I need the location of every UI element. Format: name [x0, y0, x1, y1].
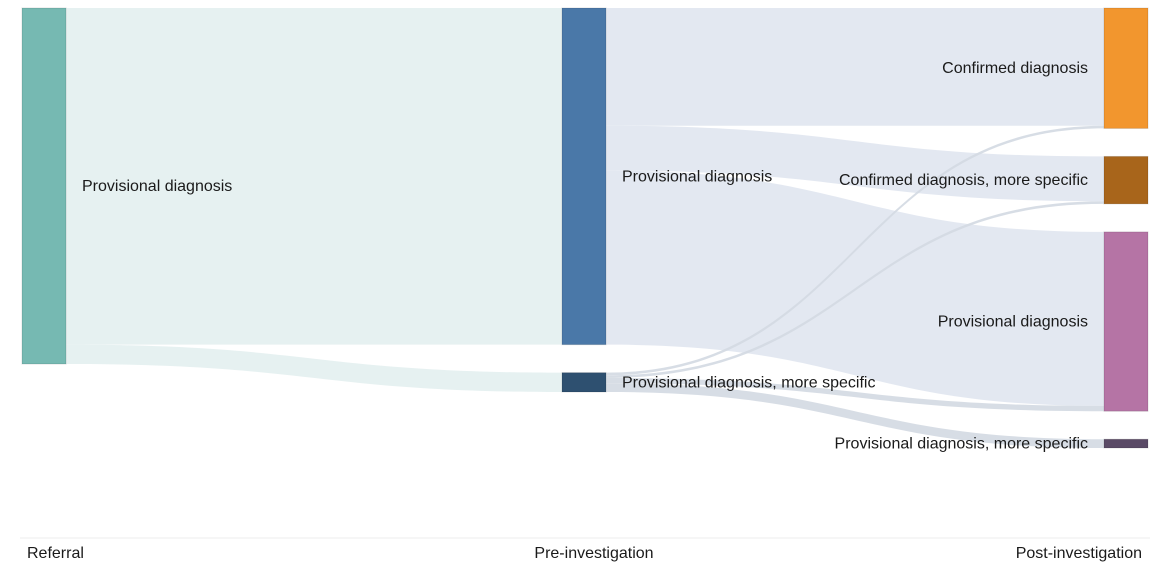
node-post_conf	[1103, 7, 1149, 129]
flow-link-pre_spec-to-post_prov_spec	[606, 383, 1104, 448]
node-label-pre_prov: Provisional diagnosis	[622, 168, 772, 185]
node-label-post_prov_spec: Provisional diagnosis, more specific	[835, 436, 1088, 453]
labels-layer: Provisional diagnosis Provisional diagnos…	[82, 60, 1088, 452]
stage-label-post-investigation: Post-investigation	[1016, 545, 1142, 562]
flow-link-pre_spec-to-post_conf_spec	[606, 201, 1104, 378]
links-layer	[66, 8, 1104, 448]
node-post_prov	[1103, 231, 1149, 412]
nodes-layer	[21, 7, 1149, 449]
flow-link-pre_spec-to-post_prov	[606, 377, 1104, 412]
node-ref_prov	[21, 7, 67, 365]
node-post_conf_spec	[1103, 155, 1149, 205]
node-post_prov_spec	[1103, 438, 1149, 449]
flow-link-pre_prov-to-post_conf	[606, 8, 1104, 126]
node-pre_spec	[561, 372, 607, 393]
flow-link-pre_prov-to-post_conf_spec	[606, 125, 1104, 202]
node-pre_prov	[561, 7, 607, 346]
flow-link-ref_prov-to-pre_prov	[66, 8, 562, 345]
node-label-post_conf: Confirmed diagnosis	[942, 60, 1088, 77]
node-label-ref_prov: Provisional diagnosis	[82, 178, 232, 195]
stage-label-referral: Referral	[27, 545, 84, 562]
node-label-pre_spec: Provisional diagnosis, more specific	[622, 374, 875, 391]
stage-label-pre-investigation: Pre-investigation	[534, 545, 653, 562]
node-label-post_prov: Provisional diagnosis	[938, 314, 1088, 331]
flow-link-ref_prov-to-pre_spec	[66, 344, 562, 392]
flow-link-pre_spec-to-post_conf	[606, 125, 1104, 376]
node-label-post_conf_spec: Confirmed diagnosis, more specific	[839, 172, 1088, 189]
